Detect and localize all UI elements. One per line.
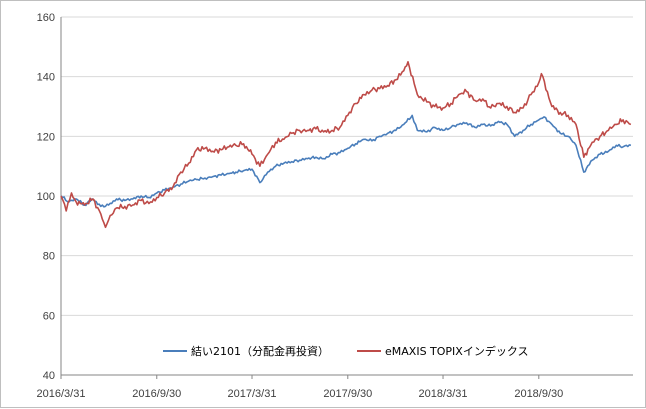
- series-lines: [60, 61, 632, 229]
- y-tick-label: 140: [37, 72, 55, 84]
- x-tick-label: 2018/3/31: [419, 388, 468, 400]
- legend-label-1: 結い2101（分配金再投資）: [191, 344, 329, 358]
- y-tick-label: 80: [43, 251, 55, 263]
- x-tick-label: 2018/9/30: [514, 388, 563, 400]
- x-axis-ticks: 2016/3/31 2016/9/30 2017/3/31 2017/9/30 2018…: [37, 375, 563, 400]
- legend-label-2: eMAXIS TOPIXインデックス: [385, 344, 529, 358]
- series-line-2: [60, 61, 632, 229]
- series-line-1: [60, 114, 632, 208]
- y-axis-ticks: 40 60 80 100 120 140 160: [37, 12, 55, 382]
- x-tick-label: 2017/9/30: [323, 388, 372, 400]
- y-tick-label: 40: [43, 370, 55, 382]
- gridlines: [60, 16, 633, 376]
- legend: 結い2101（分配金再投資） eMAXIS TOPIXインデックス: [163, 344, 529, 358]
- y-tick-label: 60: [43, 310, 55, 322]
- y-tick-label: 160: [37, 12, 55, 24]
- x-tick-label: 2017/3/31: [228, 388, 277, 400]
- x-tick-label: 2016/3/31: [37, 388, 86, 400]
- x-tick-label: 2016/9/30: [132, 388, 181, 400]
- y-tick-label: 120: [37, 131, 55, 143]
- y-tick-label: 100: [37, 191, 55, 203]
